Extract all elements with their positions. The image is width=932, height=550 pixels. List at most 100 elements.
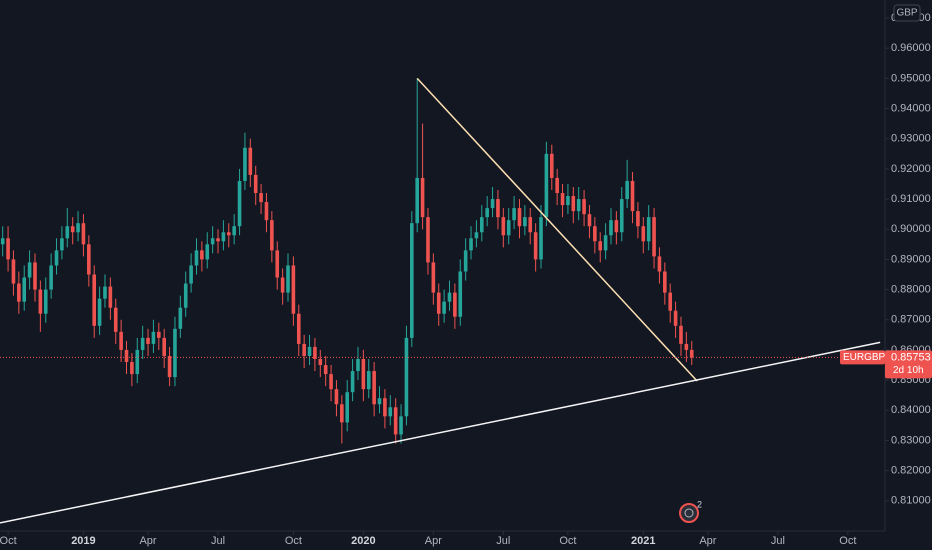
- y-tick-label: 0.90000: [891, 223, 931, 235]
- candle-body: [210, 238, 215, 245]
- price-tag-symbol-box: [840, 350, 885, 365]
- candle-body: [399, 416, 403, 435]
- candle-body: [65, 226, 70, 239]
- y-tick-label: 0.91000: [891, 193, 931, 205]
- candle-body: [415, 177, 419, 224]
- candle-body: [17, 283, 21, 302]
- candle-body: [135, 349, 140, 375]
- candle-body: [22, 277, 27, 302]
- candle-body: [571, 196, 576, 212]
- candle-body: [313, 346, 317, 359]
- candle-body: [469, 238, 473, 251]
- candle-body: [124, 349, 129, 363]
- candle-body: [361, 358, 366, 390]
- candle-body: [275, 250, 280, 278]
- candle-body: [119, 331, 123, 350]
- candle-body: [544, 153, 549, 218]
- candle-body: [652, 217, 656, 257]
- trend-line: [0, 341, 881, 524]
- candle-body: [641, 226, 646, 242]
- candle-body: [598, 241, 603, 251]
- candle-body: [625, 180, 629, 200]
- candle-body: [657, 256, 662, 272]
- y-tick-label: 0.87000: [891, 314, 931, 326]
- candle-body: [603, 235, 608, 251]
- candle-body: [517, 208, 522, 227]
- candle-body: [393, 407, 398, 435]
- candle-body: [377, 398, 382, 405]
- candle-body: [436, 292, 441, 314]
- currency-label: GBP: [896, 8, 917, 19]
- candle-body: [453, 292, 457, 317]
- candle-body: [194, 250, 199, 266]
- candle-body: [103, 286, 107, 299]
- x-tick-label: Jul: [211, 535, 225, 547]
- candle-body: [340, 404, 344, 423]
- price-tag-box: [885, 350, 932, 379]
- candle-body: [33, 262, 37, 290]
- candle-body: [593, 226, 597, 242]
- candle-body: [54, 250, 59, 266]
- x-tick-label: Oct: [285, 535, 302, 547]
- y-tick-label: 0.95000: [891, 72, 931, 84]
- candle-body: [146, 337, 150, 344]
- candle-body: [630, 180, 635, 212]
- trend-line: [416, 77, 698, 382]
- candle-body: [614, 220, 619, 233]
- candle-body: [151, 331, 156, 344]
- x-tick-label: 2021: [631, 535, 655, 547]
- x-tick-label: Apr: [425, 535, 442, 547]
- candle-body: [523, 217, 527, 227]
- price-tag-value: 0.85753: [891, 351, 931, 363]
- candle-body: [447, 292, 452, 302]
- candle-body: [372, 371, 376, 405]
- candle-body: [216, 238, 220, 242]
- candle-body: [474, 232, 479, 239]
- candle-body: [248, 147, 253, 175]
- candle-body: [673, 310, 678, 326]
- candle-body: [560, 193, 565, 206]
- candle-body: [173, 328, 177, 378]
- x-tick-label: Oct: [0, 535, 17, 547]
- candle-body: [87, 244, 91, 275]
- x-tick-label: 2020: [351, 535, 375, 547]
- candle-body: [81, 223, 86, 245]
- candle-body: [689, 349, 694, 358]
- candle-body: [108, 286, 113, 308]
- candle-body: [113, 307, 118, 332]
- y-tick-label: 0.83000: [891, 434, 931, 446]
- candle-body: [555, 177, 559, 194]
- candle-body: [345, 392, 350, 423]
- candle-body: [253, 174, 258, 194]
- price-tag-symbol: EURGBP: [843, 352, 886, 363]
- candle-body: [226, 232, 231, 236]
- candle-body: [587, 214, 592, 227]
- candle-body: [334, 389, 339, 405]
- candle-body: [679, 325, 683, 344]
- candle-body: [232, 226, 236, 236]
- candle-body: [200, 250, 204, 260]
- candle-body: [270, 220, 274, 251]
- candle-body: [619, 199, 624, 233]
- candle-body: [366, 371, 371, 390]
- events-count: 2: [697, 499, 702, 509]
- candle-body: [533, 232, 538, 260]
- candle-body: [684, 343, 689, 350]
- y-tick-label: 0.92000: [891, 163, 931, 175]
- candle-body: [307, 346, 312, 356]
- candle-body: [70, 226, 75, 233]
- candle-body: [243, 147, 247, 181]
- candle-body: [383, 398, 387, 417]
- candle-body: [426, 217, 430, 263]
- x-tick-label: Jul: [496, 535, 510, 547]
- candle-body: [485, 208, 489, 218]
- candle-body: [92, 274, 97, 326]
- candle-body: [97, 298, 102, 326]
- candle-body: [323, 365, 328, 375]
- candle-body: [0, 238, 5, 245]
- candle-body: [458, 271, 463, 317]
- candle-body: [157, 331, 161, 338]
- candle-body: [350, 371, 355, 393]
- candle-body: [609, 220, 613, 236]
- candle-body: [576, 199, 581, 212]
